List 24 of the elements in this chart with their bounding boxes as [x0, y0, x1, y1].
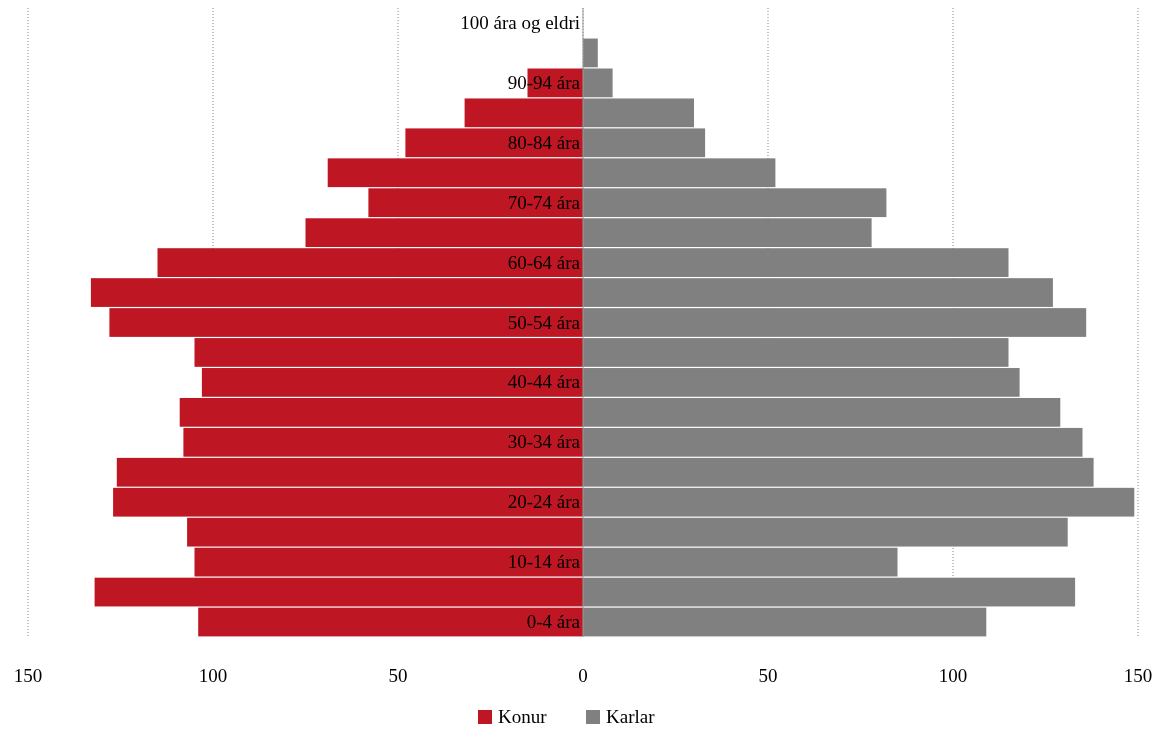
- bar: [198, 607, 583, 637]
- y-tick-label: 60-64 ára: [507, 251, 581, 273]
- y-tick-label: 10-14 ára: [507, 551, 581, 573]
- y-tick-label: 80-84 ára: [507, 131, 581, 153]
- y-tick-label: 70-74 ára: [507, 191, 581, 213]
- y-tick-label: 40-44 ára: [507, 371, 581, 393]
- y-tick-label: 20-24 ára: [507, 491, 581, 513]
- y-tick-label: 50-54 ára: [507, 311, 581, 333]
- legend-label: Karlar: [606, 706, 656, 727]
- x-tick-label: 50: [388, 665, 408, 686]
- x-tick-label: 150: [13, 665, 43, 686]
- y-tick-label: 30-34 ára: [507, 431, 581, 453]
- x-tick-label: 100: [198, 665, 228, 686]
- legend-label: Konur: [498, 706, 548, 727]
- x-tick-label: 100: [938, 665, 968, 686]
- x-tick-label: 150: [1123, 665, 1153, 686]
- bar: [94, 577, 583, 607]
- bar: [583, 607, 987, 637]
- y-tick-label: 0-4 ára: [526, 611, 581, 633]
- x-tick-label: 50: [758, 665, 778, 686]
- bar: [583, 577, 1076, 607]
- bar: [583, 38, 598, 68]
- x-tick-label: 0: [578, 665, 588, 686]
- y-tick-label: 100 ára og eldri: [460, 11, 580, 33]
